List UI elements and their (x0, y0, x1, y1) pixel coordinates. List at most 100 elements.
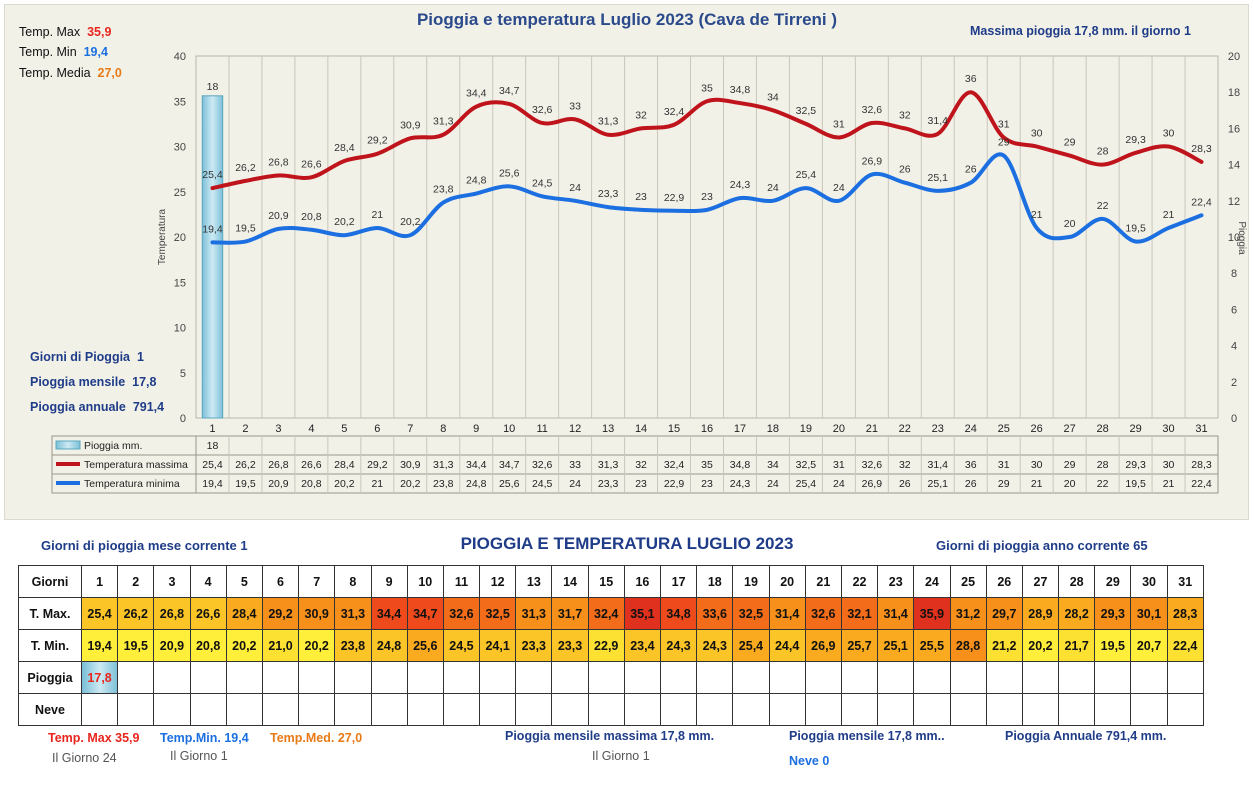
legend-table-cell: 34 (767, 459, 779, 471)
legend-table-cell: 23 (635, 478, 647, 490)
tmin-data-label: 24,8 (466, 175, 487, 187)
summary-cell-days: 13 (515, 565, 553, 598)
summary-row-snow: Neve (18, 693, 1204, 726)
legend-table-cell: 23 (701, 478, 713, 490)
tmax-data-label: 32 (899, 109, 911, 121)
legend-label: Pioggia mm. (84, 440, 142, 452)
tmax-data-label: 30 (1163, 128, 1175, 140)
x-tick-label: 25 (998, 423, 1010, 435)
foot-pmm-day: Il Giorno 1 (592, 749, 650, 763)
y2-tick-label: 6 (1231, 304, 1237, 316)
tmin-data-label: 24 (833, 182, 845, 194)
y-tick-label: 15 (174, 277, 186, 289)
summary-cell-rain (479, 661, 517, 694)
legend-table-cell: 25,4 (796, 478, 817, 490)
legend-table-cell: 30,9 (400, 459, 421, 471)
tmin-data-label: 25,1 (928, 172, 949, 184)
legend-table-cell: 32,6 (532, 459, 553, 471)
x-tick-label: 26 (1031, 423, 1043, 435)
legend-table-cell: 25,1 (928, 478, 949, 490)
summary-cell-snow (80, 693, 119, 726)
legend-table-cell: 33 (569, 459, 581, 471)
tmax-data-label: 31,3 (598, 116, 619, 128)
x-tick-label: 3 (275, 423, 281, 435)
foot-pm: Pioggia mensile 17,8 mm.. (789, 729, 945, 743)
summary-cell-days: 29 (1094, 565, 1132, 598)
summary-cell-tmin: 21,0 (261, 629, 300, 662)
legend-table-cell: 28,4 (334, 459, 355, 471)
y-axis-title: Temperatura (157, 208, 168, 265)
summary-cell-tmin: 20,8 (189, 629, 227, 662)
legend-label: Temperatura massima (84, 459, 188, 471)
foot-day-tmin: Il Giorno 1 (170, 749, 228, 763)
summary-cell-days: 7 (298, 565, 336, 598)
summary-cell-snow (804, 693, 842, 726)
legend-table-cell: 29,2 (367, 459, 388, 471)
summary-cell-days: 5 (225, 565, 263, 598)
x-tick-label: 16 (701, 423, 713, 435)
summary-cell-rain (1094, 661, 1132, 694)
summary-cell-rain (406, 661, 444, 694)
summary-cell-tmax: 25,4 (80, 597, 119, 630)
legend-table-cell: 32,6 (862, 459, 883, 471)
left-annuale: Pioggia annuale 791,4 (30, 400, 165, 414)
summary-cell-tmin: 20,2 (298, 629, 336, 662)
summary-cell-tmax: 29,2 (261, 597, 300, 630)
x-tick-label: 29 (1129, 423, 1141, 435)
summary-cell-rain (153, 661, 191, 694)
legend-table (51, 435, 1219, 494)
tmin-data-label: 21 (1031, 209, 1043, 221)
summary-row-rain: Pioggia 17,8 (18, 661, 1204, 694)
legend-table-cell: 20 (1064, 478, 1076, 490)
tmin-data-label: 26,9 (862, 156, 883, 168)
chart-svg: 051015202530354002468101214161820Tempera… (51, 51, 1247, 494)
legend-table-cell: 35 (701, 459, 713, 471)
legend-table-cell: 32,5 (796, 459, 817, 471)
summary-cell-tmin: 23,4 (623, 629, 662, 662)
summary-cell-days: 3 (153, 565, 191, 598)
summary-cell-rain (1130, 661, 1168, 694)
summary-cell-days: 19 (732, 565, 770, 598)
tmin-data-label: 23,8 (433, 184, 454, 196)
summary-cell-tmax: 32,6 (442, 597, 481, 630)
y-tick-label: 25 (174, 187, 186, 199)
summary-cell-snow (1058, 693, 1096, 726)
summary-cell-days: 1 (80, 565, 119, 598)
foot-tmin: Temp.Min. 19,4 (160, 731, 249, 745)
legend-table-cell: 24 (833, 478, 845, 490)
summary-cell-snow (298, 693, 336, 726)
summary-cell-days: 22 (840, 565, 879, 598)
tmin-data-label: 25,6 (499, 167, 520, 179)
tmax-data-label: 32,4 (664, 106, 685, 118)
summary-cell-tmin: 25,5 (913, 629, 951, 662)
summary-cell-days: 2 (117, 565, 155, 598)
tmax-data-label: 31,3 (433, 116, 454, 128)
summary-cell-tmin: 20,7 (1130, 629, 1168, 662)
summary-cell-snow (840, 693, 879, 726)
summary-cell-days: 11 (442, 565, 481, 598)
summary-cell-rain (117, 661, 155, 694)
x-tick-label: 4 (308, 423, 314, 435)
summary-cell-tmax: 30,9 (298, 597, 336, 630)
giorni-mese: Giorni di pioggia mese corrente 1 (41, 538, 248, 553)
tmin-data-label: 24 (569, 182, 581, 194)
tmax-data-label: 33 (569, 100, 581, 112)
summary-cell-snow (623, 693, 662, 726)
summary-cell-tmin: 24,8 (370, 629, 408, 662)
legend-table-cell: 30 (1031, 459, 1043, 471)
legend-label: Temperatura minima (84, 478, 180, 490)
x-tick-label: 28 (1096, 423, 1108, 435)
x-tick-label: 21 (866, 423, 878, 435)
legend-table-cell: 31,3 (598, 459, 619, 471)
summary-cell-rain (659, 661, 698, 694)
summary-cell-rain (840, 661, 879, 694)
summary-cell-tmin: 19,5 (117, 629, 155, 662)
legend-table-cell: 30 (1163, 459, 1175, 471)
legend-table-cell: 22,9 (664, 478, 685, 490)
summary-cell-rain (1058, 661, 1096, 694)
summary-cell-tmax: 35,9 (913, 597, 951, 630)
summary-cell-rain (1021, 661, 1060, 694)
y2-tick-label: 20 (1228, 51, 1240, 63)
summary-cell-days: 12 (479, 565, 517, 598)
tmax-data-label: 28 (1097, 146, 1109, 158)
